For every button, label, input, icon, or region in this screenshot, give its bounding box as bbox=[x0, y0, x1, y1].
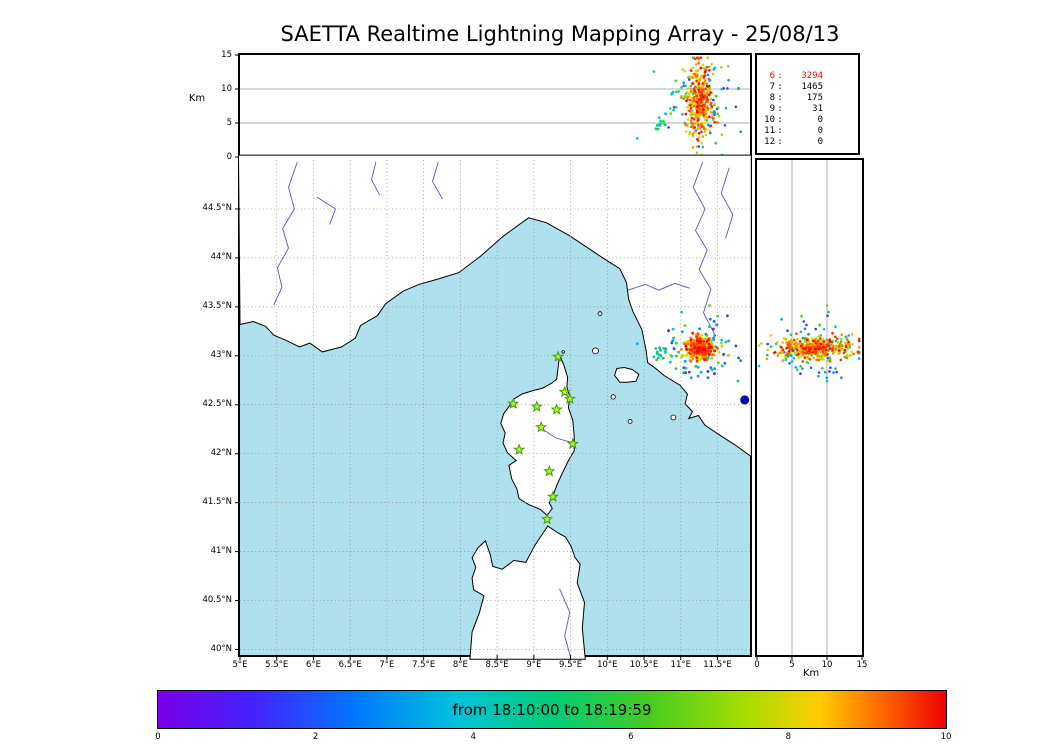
latitude-tick-label: 42.5°N bbox=[202, 399, 232, 410]
altitude-longitude-plot bbox=[235, 54, 750, 158]
coastline-corsica bbox=[500, 354, 575, 517]
coastline-sardinia bbox=[469, 525, 586, 660]
latitude-tick-label: 40°N bbox=[210, 644, 232, 654]
station-marker bbox=[546, 490, 560, 502]
station-marker bbox=[540, 512, 554, 525]
longitude-tick-label: 7.5°E bbox=[412, 660, 436, 670]
colorbar-tick-label: 10 bbox=[940, 732, 952, 742]
longitude-tick-label: 11.5°E bbox=[703, 660, 732, 670]
lightning-points-altlon bbox=[636, 56, 742, 157]
latitude-tick-label: 44°N bbox=[210, 252, 232, 263]
altitude-tick-label: 5 bbox=[226, 117, 232, 128]
islet-giglio bbox=[670, 414, 677, 421]
altitude-latitude-plot bbox=[756, 160, 863, 660]
stat-row: 6:3294 bbox=[769, 71, 823, 81]
longitude-tick-label: 9.5°E bbox=[558, 660, 583, 670]
map-grid bbox=[235, 160, 750, 660]
altitude-grid bbox=[235, 54, 750, 158]
altitude-longitude-panel bbox=[235, 53, 752, 159]
stat-row: 8:175 bbox=[769, 93, 823, 103]
lightning-points-altlat bbox=[757, 304, 861, 383]
latitude-tick-label: 41.5°N bbox=[202, 497, 232, 508]
station-marker bbox=[550, 403, 563, 415]
islet-pianosa bbox=[610, 394, 616, 400]
islet-capraia bbox=[592, 347, 599, 355]
station-marker bbox=[543, 464, 556, 477]
longitude-tick-label: 7°E bbox=[379, 660, 395, 670]
colorbar-tick-label: 8 bbox=[785, 732, 792, 742]
map-panel bbox=[235, 154, 752, 660]
station-marker bbox=[551, 350, 565, 362]
station-marker bbox=[513, 443, 526, 455]
longitude-tick-label: 5.5°E bbox=[265, 660, 289, 670]
latitude-tick-label: 42°N bbox=[210, 448, 232, 459]
colorbar-tick-label: 6 bbox=[628, 732, 634, 742]
time-colorbar: from 18:10:00 to 18:19:59 bbox=[157, 690, 947, 729]
station-marker bbox=[563, 392, 576, 405]
islet-montecristo bbox=[627, 418, 633, 424]
river bbox=[692, 161, 716, 354]
longitude-tick-label: 6.5°E bbox=[338, 660, 362, 670]
longitude-tick-label: 9°E bbox=[526, 660, 542, 670]
altitude-grid-right bbox=[756, 160, 863, 660]
isolated-lightning-point bbox=[740, 395, 750, 405]
rivers bbox=[273, 161, 734, 658]
longitude-tick-label: 10.5°E bbox=[629, 660, 659, 670]
river bbox=[720, 167, 734, 239]
longitude-tick-label: 5°E bbox=[232, 660, 248, 670]
figure-title: SAETTA Realtime Lightning Mapping Array … bbox=[280, 22, 840, 46]
longitude-tick-label: 10°E bbox=[597, 660, 618, 670]
station-marker bbox=[507, 397, 520, 409]
river bbox=[371, 161, 380, 196]
altitude-right-tick-label: 15 bbox=[856, 660, 868, 670]
islet-gorgona bbox=[597, 311, 603, 317]
map-plot bbox=[235, 154, 752, 660]
source-count-panel: 6:3294 7:1465 8:175 9:31 10:0 11:0 12:0 bbox=[755, 53, 860, 155]
altitude-right-tick-label: 0 bbox=[754, 660, 760, 670]
station-markers bbox=[507, 350, 579, 525]
longitude-tick-label: 8.5°E bbox=[485, 660, 509, 670]
latitude-tick-label: 41°N bbox=[210, 546, 232, 557]
longitude-tick-label: 11°E bbox=[670, 660, 691, 670]
longitude-tick-label: 8°E bbox=[452, 660, 468, 670]
stat-row: 9:31 bbox=[769, 104, 823, 114]
river bbox=[432, 161, 444, 200]
colorbar-tick-label: 0 bbox=[155, 732, 161, 742]
colorbar-label: from 18:10:00 to 18:19:59 bbox=[452, 700, 652, 719]
stat-row: 7:1465 bbox=[769, 82, 823, 92]
altitude-axis-label: Km bbox=[188, 93, 206, 104]
coastline-elba bbox=[614, 366, 640, 383]
river bbox=[273, 161, 298, 306]
station-marker bbox=[530, 400, 543, 412]
stat-row: 10:0 bbox=[764, 115, 823, 125]
altitude-tick-label: 15 bbox=[221, 49, 232, 60]
river bbox=[559, 588, 572, 658]
river bbox=[627, 282, 690, 291]
coastline-mainland bbox=[237, 154, 752, 458]
altitude-axis-label-bottom: Km bbox=[802, 668, 820, 679]
altitude-latitude-panel bbox=[755, 158, 864, 660]
stat-row: 11:0 bbox=[764, 126, 823, 136]
lightning-points-map bbox=[635, 304, 743, 383]
station-marker bbox=[558, 385, 571, 398]
latitude-tick-label: 43.5°N bbox=[202, 301, 232, 312]
latitude-tick-label: 43°N bbox=[210, 350, 232, 361]
longitude-tick-label: 6°E bbox=[305, 660, 321, 670]
islet-giraglia bbox=[561, 350, 565, 354]
stat-row: 12:0 bbox=[764, 137, 823, 147]
station-marker bbox=[566, 437, 579, 450]
colorbar-gradient bbox=[158, 691, 946, 728]
altitude-tick-label: 0 bbox=[226, 151, 232, 162]
colorbar-tick-label: 4 bbox=[470, 732, 476, 742]
colorbar-tick-label: 2 bbox=[312, 732, 319, 742]
station-marker bbox=[535, 420, 548, 433]
latitude-tick-label: 44.5°N bbox=[202, 203, 232, 214]
river bbox=[540, 427, 574, 444]
latitude-tick-label: 40.5°N bbox=[202, 595, 232, 606]
